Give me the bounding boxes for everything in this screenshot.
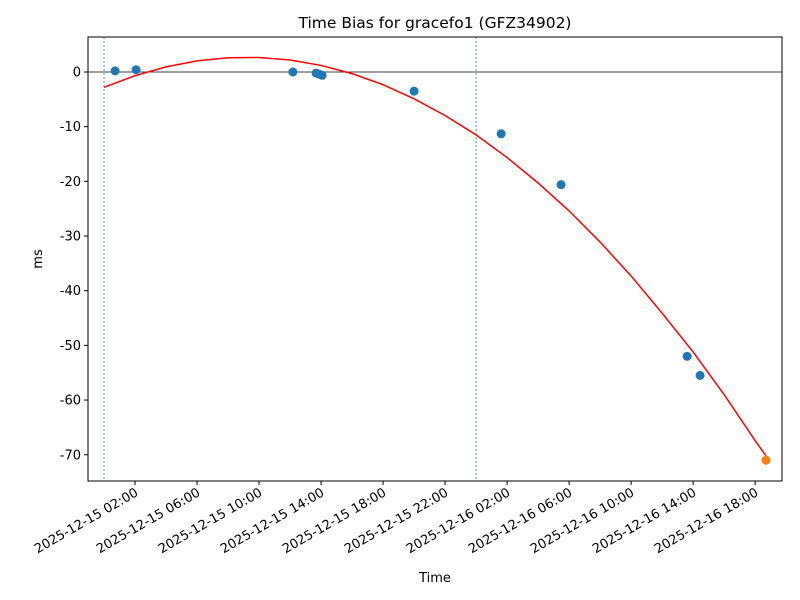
point: [110, 66, 120, 76]
point: [496, 129, 506, 139]
y-tick-label: -20: [60, 175, 81, 190]
y-tick-label: -40: [60, 284, 81, 299]
x-tick-label: 2025-12-15 22:00: [342, 485, 451, 557]
plot-frame: [87, 36, 783, 482]
point: [409, 86, 419, 96]
x-tick-label: 2025-12-15 14:00: [218, 485, 327, 557]
fit-line: [103, 56, 767, 457]
point: [682, 351, 692, 361]
point: [556, 180, 566, 190]
y-tick-label: -30: [60, 230, 81, 245]
point: [761, 455, 771, 465]
y-axis-label: ms: [31, 249, 46, 269]
point: [288, 67, 298, 77]
point: [317, 70, 327, 80]
y-tick-label: -50: [60, 339, 81, 354]
x-tick-label: 2025-12-16 02:00: [404, 485, 513, 557]
x-tick-label: 2025-12-16 06:00: [466, 485, 575, 557]
x-tick-label: 2025-12-16 10:00: [528, 485, 637, 557]
x-axis-label: Time: [418, 571, 451, 586]
x-tick-label: 2025-12-16 18:00: [652, 485, 761, 557]
point: [695, 370, 705, 380]
x-tick-label: 2025-12-15 10:00: [156, 485, 265, 557]
y-tick-label: -70: [60, 448, 81, 463]
x-tick-label: 2025-12-16 14:00: [590, 485, 699, 557]
x-tick-label: 2025-12-15 18:00: [280, 485, 389, 557]
y-tick-label: -10: [60, 120, 81, 135]
x-tick-label: 2025-12-15 06:00: [94, 485, 203, 557]
y-tick-label: -60: [60, 394, 81, 409]
point: [131, 65, 141, 75]
chart-title: Time Bias for gracefo1 (GFZ34902): [298, 14, 572, 32]
y-tick-label: 0: [73, 65, 81, 80]
x-tick-label: 2025-12-15 02:00: [32, 485, 141, 557]
